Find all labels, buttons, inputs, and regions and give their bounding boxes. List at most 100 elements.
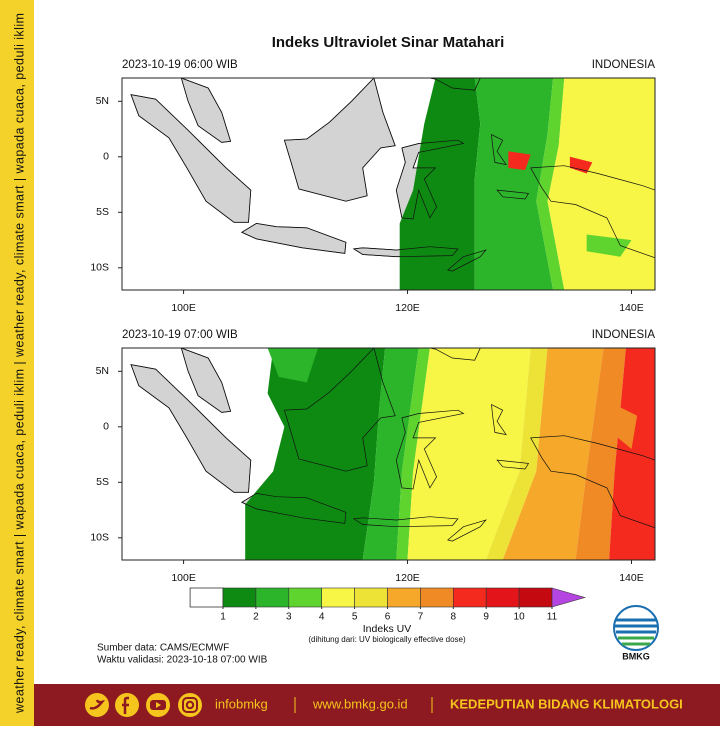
map-region: INDONESIA — [592, 329, 656, 341]
colorbar-tick-label: 11 — [547, 612, 558, 623]
footer-website: www.bmkg.go.id — [312, 696, 408, 711]
uv-field — [575, 348, 626, 560]
coastline — [283, 78, 396, 202]
colorbar-label: Indeks UV — [363, 623, 411, 635]
uv-field — [502, 348, 604, 560]
title: Indeks Ultraviolet Sinar Matahari — [272, 34, 505, 51]
uv-field — [267, 348, 318, 383]
coastline — [491, 134, 507, 166]
colorbar-box — [255, 587, 290, 608]
map-time: 2023-10-19 06:00 WIB — [122, 59, 238, 71]
colorbar-low — [189, 587, 224, 608]
coastline — [241, 223, 347, 254]
social-icons — [85, 693, 202, 717]
colorbar-tick-label: 8 — [451, 612, 457, 623]
uv-field — [508, 151, 531, 171]
uv-field — [396, 348, 430, 560]
map-frame — [121, 77, 656, 291]
map-time: 2023-10-19 07:00 WIB — [122, 329, 238, 341]
uv-field — [586, 234, 632, 257]
coastline — [530, 435, 655, 529]
map-panel — [130, 348, 655, 560]
x-tick-label: 120E — [395, 302, 420, 314]
coastline — [530, 165, 655, 259]
uv-field — [536, 78, 565, 290]
x-tick-label: 100E — [171, 302, 196, 314]
coastline — [130, 94, 252, 223]
uv-field — [474, 78, 554, 290]
land — [130, 364, 252, 493]
coastline — [429, 348, 481, 361]
colorbar-box — [485, 587, 520, 608]
colorbar-tick-label: 7 — [418, 612, 424, 623]
colorbar-box — [420, 587, 454, 608]
map-panel — [130, 78, 655, 290]
coastline — [447, 249, 487, 272]
y-tick-label: 5S — [96, 476, 109, 488]
colorbar-arrow — [551, 587, 586, 608]
colorbar-box — [321, 587, 355, 608]
y-tick-label: 0 — [103, 151, 109, 163]
x-tick-label: 140E — [619, 302, 644, 314]
sidebar-text: weather ready, climate smart | wapada cu… — [12, 13, 26, 714]
colorbar-box — [354, 587, 388, 608]
coastline — [283, 348, 396, 472]
colorbar-note: (dihitung dari: UV biologically effectiv… — [308, 635, 466, 644]
uv-field — [614, 404, 638, 449]
colorbar-box — [452, 587, 487, 608]
coastline — [496, 189, 530, 200]
coastline — [352, 246, 459, 258]
x-tick-label: 120E — [395, 572, 420, 584]
colorbar-box — [288, 587, 322, 608]
footer-unit: KEDEPUTIAN BIDANG KLIMATOLOGI — [450, 696, 683, 711]
colorbar-tick-label: 9 — [483, 612, 489, 623]
colorbar-tick-label: 2 — [253, 612, 259, 623]
coastline — [180, 78, 232, 143]
uv-field — [399, 78, 481, 290]
colorbar-box — [518, 587, 553, 608]
coastline — [429, 78, 481, 91]
footer-handle: infobmkg — [215, 696, 268, 711]
y-tick-label: 5S — [96, 206, 109, 218]
y-tick-label: 10S — [90, 262, 109, 274]
colorbar-tick-label: 3 — [286, 612, 292, 623]
uv-field — [569, 156, 593, 174]
colorbar-box — [387, 587, 421, 608]
y-tick-label: 0 — [103, 421, 109, 433]
y-tick-label: 5N — [96, 365, 109, 377]
colorbar-tick-label: 4 — [319, 612, 325, 623]
logo-text: BMKG — [622, 651, 650, 661]
map-frame — [121, 347, 656, 561]
coastline — [496, 459, 530, 470]
source: Sumber data: CAMS/ECMWF — [97, 643, 229, 654]
y-tick-label: 10S — [90, 532, 109, 544]
coastline — [447, 519, 487, 542]
uv-field — [547, 78, 655, 290]
coastline — [395, 409, 465, 490]
uv-field — [245, 348, 386, 560]
logo: BMKG — [613, 605, 659, 661]
sidebar-band — [0, 0, 34, 726]
land — [130, 94, 252, 223]
colorbar-tick-label: 1 — [220, 612, 226, 623]
map-region: INDONESIA — [592, 59, 656, 71]
coastline — [180, 348, 232, 413]
coastline — [241, 493, 347, 524]
colorbar-tick-label: 10 — [514, 612, 526, 623]
coastline — [491, 404, 507, 436]
validity: Waktu validasi: 2023-10-18 07:00 WIB — [97, 655, 268, 666]
colorbar-tick-label: 5 — [352, 612, 358, 623]
uv-field — [362, 348, 419, 560]
land — [240, 222, 347, 254]
y-tick-label: 5N — [96, 95, 109, 107]
coastline — [130, 364, 252, 493]
colorbar-tick-label: 6 — [385, 612, 391, 623]
uv-field — [485, 348, 548, 560]
uv-field — [407, 348, 531, 560]
coastline — [352, 516, 459, 528]
x-tick-label: 100E — [171, 572, 196, 584]
colorbar-box — [222, 587, 257, 608]
x-tick-label: 140E — [619, 572, 644, 584]
